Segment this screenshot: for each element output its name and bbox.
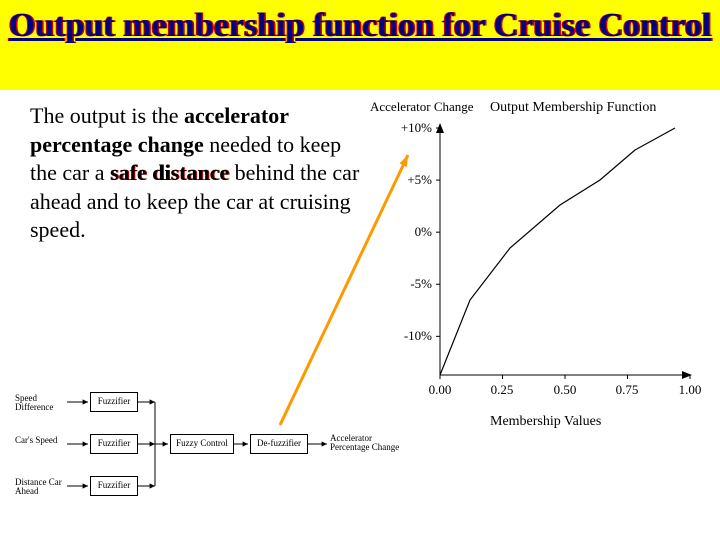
title-banner: Output membership function for Cruise Co…	[0, 0, 720, 90]
page-title: Output membership function for Cruise Co…	[0, 6, 720, 45]
text-frag-safe-distance: safe distance	[110, 160, 229, 185]
flow-diagram: Speed Difference Car's Speed Distance Ca…	[15, 390, 435, 530]
x-axis-label: Membership Values	[490, 414, 601, 430]
description-paragraph: The output is the accelerator percentage…	[30, 102, 360, 245]
text-frag-1: The output is the	[30, 103, 184, 128]
flow-svg	[15, 390, 435, 530]
membership-chart: Accelerator Change Output Membership Fun…	[370, 100, 710, 430]
chart-svg	[370, 100, 710, 410]
